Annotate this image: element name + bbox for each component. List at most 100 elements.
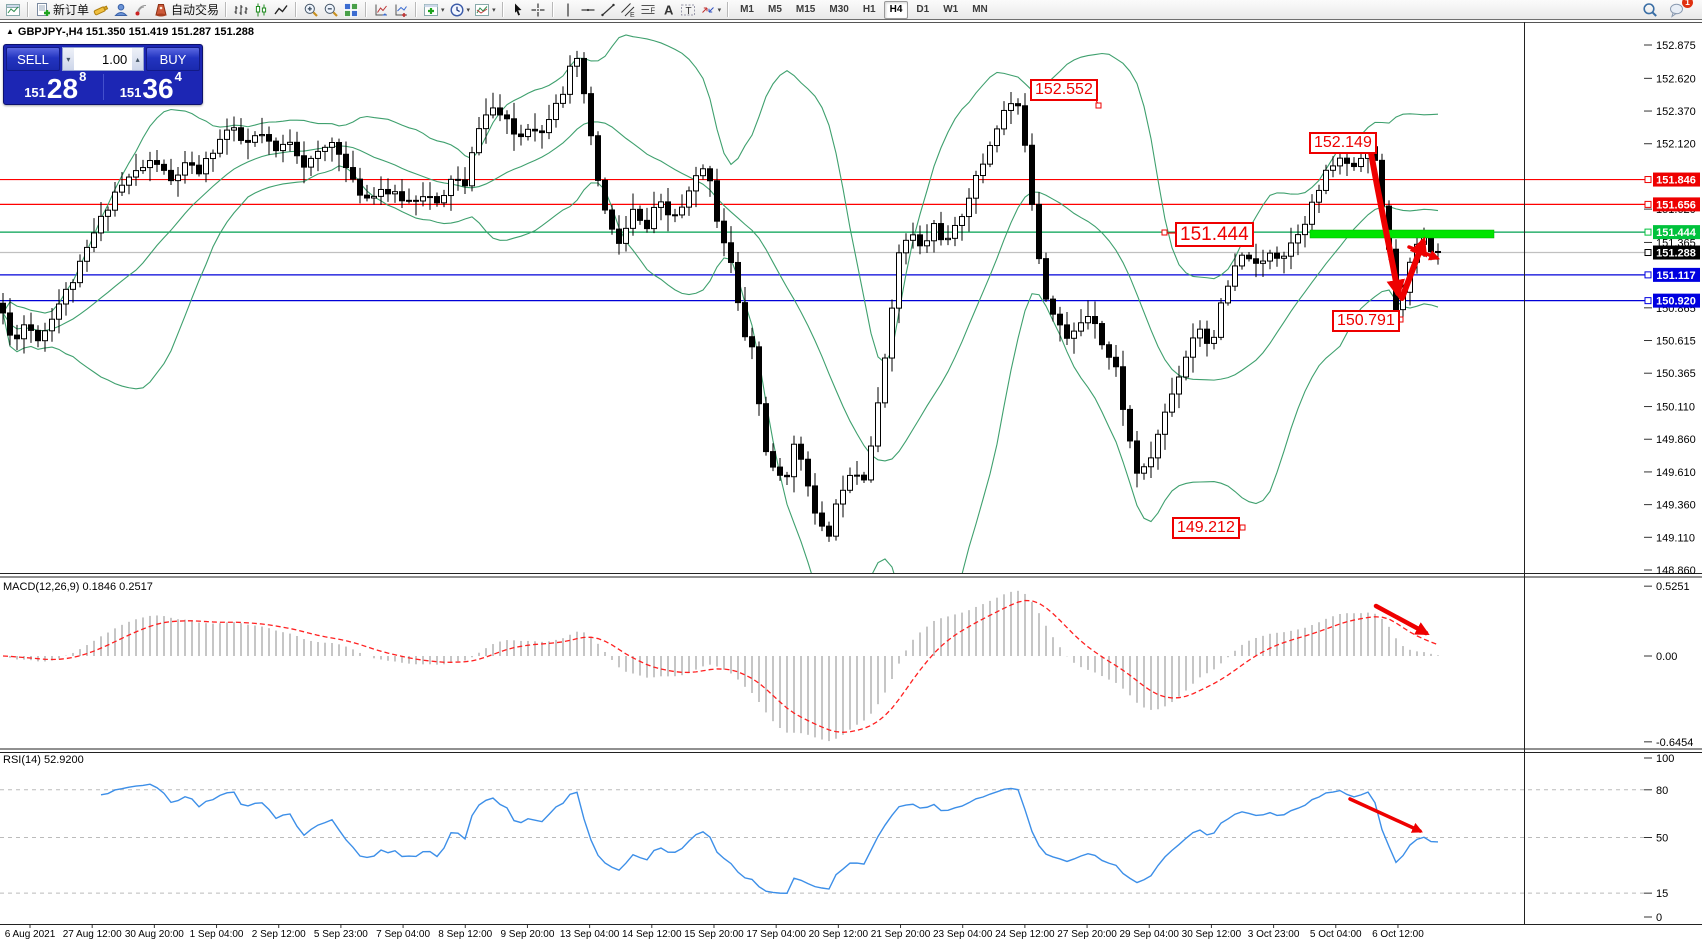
bullish-candle — [42, 330, 48, 342]
trend-arrow[interactable] — [1367, 144, 1405, 299]
profile-button[interactable] — [111, 1, 131, 19]
bearish-candle — [28, 324, 34, 331]
indicator-window-button[interactable] — [391, 1, 411, 19]
bullish-candle — [406, 199, 412, 202]
sell-button[interactable]: SELL — [6, 47, 60, 71]
line-chart-button[interactable] — [271, 1, 291, 19]
toolbar-separator — [727, 2, 730, 17]
brush-button[interactable] — [91, 1, 111, 19]
time-axis-label: 23 Sep 04:00 — [933, 929, 993, 940]
zoom-in-icon — [303, 2, 319, 18]
signal-button[interactable] — [131, 1, 151, 19]
bearish-candle — [413, 199, 419, 202]
candle-chart-button[interactable] — [251, 1, 271, 19]
bullish-candle — [525, 128, 531, 138]
buy-button[interactable]: BUY — [146, 47, 200, 71]
price-annotation-box[interactable]: 149.212 — [1172, 517, 1240, 539]
bearish-candle — [1351, 162, 1357, 168]
annotation-anchor — [1239, 524, 1246, 531]
bearish-candle — [602, 179, 608, 211]
auto-trading-button[interactable]: 自动交易 — [151, 1, 221, 19]
bullish-candle — [252, 135, 258, 143]
new-order-button[interactable]: 新订单 — [33, 1, 91, 19]
timeframe-m30-button[interactable]: M30 — [829, 3, 849, 15]
bearish-candle — [1050, 298, 1056, 315]
text-a-icon: A — [660, 2, 676, 18]
chat-button[interactable]: 1 — [1667, 0, 1693, 19]
green-highlight-band[interactable] — [1309, 229, 1495, 239]
bullish-candle — [441, 195, 447, 204]
price-badge — [1653, 245, 1700, 260]
time-axis-label: 5 Sep 23:00 — [314, 929, 368, 940]
cursor-button[interactable] — [508, 1, 528, 19]
price-badge-label: 150.920 — [1656, 296, 1696, 308]
trend-arrow[interactable] — [1348, 797, 1423, 833]
bearish-candle — [637, 208, 643, 221]
hline-button[interactable] — [578, 1, 598, 19]
zoom-out-button[interactable] — [321, 1, 341, 19]
volume-decrease-button[interactable]: ▾ — [63, 48, 74, 70]
timeframe-m15-button[interactable]: M15 — [795, 3, 816, 15]
timeframe-w1-button[interactable]: W1 — [943, 3, 959, 15]
add-indicator-button[interactable]: ▾ — [421, 1, 447, 19]
bullish-candle — [1316, 189, 1322, 203]
zoom-in-button[interactable] — [301, 1, 321, 19]
timeframe-mn-button[interactable]: MN — [972, 3, 988, 15]
toolbar-separator — [295, 2, 298, 17]
bearish-candle — [273, 140, 279, 152]
trend-arrow[interactable] — [1373, 603, 1430, 636]
time-axis-label: 7 Sep 04:00 — [376, 929, 430, 940]
bullish-candle — [1295, 234, 1301, 244]
hline-anchor-square — [1644, 271, 1652, 279]
price-annotation-box[interactable]: 151.444 — [1175, 222, 1254, 247]
fibo-button[interactable]: F — [638, 1, 658, 19]
channel-button[interactable]: E — [618, 1, 638, 19]
bearish-candle — [609, 209, 615, 230]
crosshair-button[interactable] — [528, 1, 548, 19]
bullish-candle — [868, 445, 874, 481]
template-button[interactable]: ▾ — [472, 1, 498, 19]
bearish-candle — [770, 451, 776, 468]
timeframe-d1-button[interactable]: D1 — [916, 3, 930, 15]
timeframe-m1-button[interactable]: M1 — [740, 3, 754, 15]
timeframe-h4-button[interactable]: H4 — [883, 0, 909, 19]
toolbar-separator — [551, 2, 554, 17]
time-axis-label: 29 Sep 04:00 — [1119, 929, 1179, 940]
tile-windows-button[interactable] — [341, 1, 361, 19]
text-label-button[interactable]: T — [678, 1, 698, 19]
volume-increase-button[interactable]: ▴ — [132, 48, 144, 70]
buy-price: 151 36 4 — [104, 69, 199, 103]
search-button[interactable] — [1640, 1, 1660, 19]
bearish-candle — [826, 525, 832, 537]
bullish-candle — [1148, 457, 1154, 468]
price-annotation-box[interactable]: 152.149 — [1309, 132, 1377, 154]
price-badge-label: 151.444 — [1656, 227, 1697, 239]
rsi-tick-label: 0 — [1656, 912, 1662, 924]
volume-stepper[interactable]: ▾ ▴ — [62, 47, 144, 71]
bullish-candle — [1211, 336, 1217, 344]
bullish-candle — [1183, 356, 1189, 378]
timeframe-m5-button[interactable]: M5 — [768, 3, 782, 15]
bullish-candle — [469, 152, 475, 187]
volume-input[interactable] — [73, 48, 133, 70]
bar-chart-button[interactable] — [231, 1, 251, 19]
chart-mini-button[interactable] — [3, 1, 23, 19]
indicator-list-button[interactable] — [371, 1, 391, 19]
bearish-candle — [721, 220, 727, 244]
price-annotation-box[interactable]: 150.791 — [1332, 310, 1400, 332]
bearish-candle — [1120, 366, 1126, 410]
trendline-button[interactable] — [598, 1, 618, 19]
text-a-button[interactable]: A — [658, 1, 678, 19]
trend-arrow[interactable] — [1407, 245, 1441, 261]
bullish-candle — [630, 208, 636, 229]
bullish-candle — [994, 128, 1000, 147]
bullish-candle — [287, 141, 293, 145]
vline-button[interactable] — [558, 1, 578, 19]
period-button[interactable]: ▾ — [447, 1, 473, 19]
price-annotation-box[interactable]: 152.552 — [1030, 79, 1098, 101]
timeframe-h1-button[interactable]: H1 — [862, 3, 876, 15]
shapes-button[interactable]: ▾ — [698, 1, 724, 19]
bullish-candle — [21, 324, 27, 340]
